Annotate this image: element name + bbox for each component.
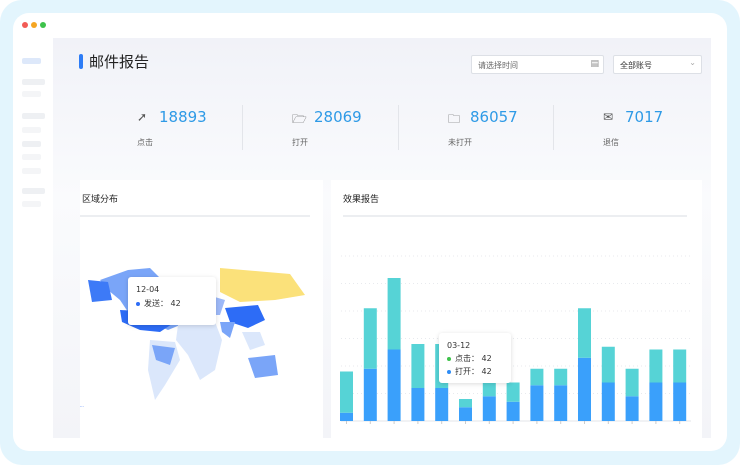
bar-clicks[interactable] [530,368,544,386]
stat-opened: 🗁 28069 打开 [292,108,447,156]
minimize-dot[interactable] [31,22,37,28]
stat-label: 未打开 [448,138,472,147]
chart-tooltip: 03-12 点击： 42 打开： 42 [439,333,511,383]
bar-clicks[interactable] [601,346,615,383]
tooltip-value: 42 [170,299,181,308]
stat-label: 点击 [137,138,153,147]
stat-value: 86057 [470,108,518,126]
stat-bounced: ✉ 7017 退信 [603,108,727,156]
series-dot [447,356,451,361]
date-picker[interactable]: 请选择时间 ▤ [471,55,604,74]
map-australia[interactable] [248,355,278,378]
sidebar-item[interactable] [22,79,45,85]
sidebar-item[interactable] [22,141,41,147]
bar-opened[interactable] [363,368,377,421]
account-select-value: 全部账号 [620,61,652,70]
bar-clicks[interactable] [649,349,663,383]
map-india[interactable] [220,322,235,338]
panel-title: 效果报告 [343,195,380,205]
stat-value: 18893 [159,108,207,126]
tooltip-value: 42 [481,354,492,363]
bar-clicks[interactable] [411,344,425,388]
stat-value: 28069 [314,108,362,126]
series-dot [447,369,451,374]
divider [343,215,687,217]
bar-clicks[interactable] [387,278,401,350]
map-brazil[interactable] [152,345,175,365]
bar-clicks[interactable] [673,349,687,383]
bar-opened[interactable] [578,357,591,421]
app-window: 邮件报告 请选择时间 ▤ 全部账号 ⌄ ➚ 18893 点击 🗁 28069 打… [13,13,727,451]
bar-opened[interactable] [625,396,639,421]
bar-opened[interactable] [530,385,544,421]
effect-bar-chart [340,255,691,424]
page-title: 邮件报告 [89,53,150,71]
stat-label: 打开 [292,138,308,147]
bar-opened[interactable] [673,382,687,422]
map-tooltip: 12-04 发送： 42 [128,277,216,325]
map-southeast-asia[interactable] [242,332,265,350]
bar-clicks[interactable] [340,371,353,413]
sidebar-item[interactable] [22,127,41,133]
bar-clicks[interactable] [554,368,568,386]
region-panel: 区域分布 ··· 12-04 发送： 42 [80,180,323,440]
calendar-icon: ▤ [590,59,599,69]
main-content: 邮件报告 请选择时间 ▤ 全部账号 ⌄ ➚ 18893 点击 🗁 28069 打… [53,38,711,440]
sidebar-item[interactable] [22,58,41,64]
bar-opened[interactable] [506,401,520,421]
bar-opened[interactable] [411,388,425,421]
sidebar-item[interactable] [22,188,45,194]
bar-opened[interactable] [435,388,449,421]
divider [80,215,310,217]
bar-opened[interactable] [482,396,496,421]
sidebar-item[interactable] [22,154,41,160]
sidebar-item[interactable] [22,113,45,119]
bar-clicks[interactable] [506,382,520,402]
close-dot[interactable] [22,22,28,28]
series-dot [136,301,140,306]
tooltip-series: 发送： [144,299,168,308]
map-scale-label: ··· [80,404,84,409]
stat-unopened: 🗀 86057 未打开 [448,108,603,156]
map-russia[interactable] [220,268,305,302]
date-placeholder: 请选择时间 [478,61,518,70]
sidebar-item[interactable] [22,168,41,174]
sidebar-item[interactable] [22,91,41,97]
tooltip-date: 03-12 [447,341,471,350]
bar-clicks[interactable] [363,308,377,369]
bar-clicks[interactable] [459,399,472,408]
map-china[interactable] [225,305,265,328]
stat-label: 退信 [603,138,619,147]
bar-clicks[interactable] [578,308,591,358]
map-alaska[interactable] [88,280,112,302]
tooltip-label: 打开： [455,367,479,376]
tooltip-value: 42 [481,367,492,376]
folder-open-icon: 🗁 [292,112,307,126]
maximize-dot[interactable] [40,22,46,28]
bar-opened[interactable] [387,349,401,422]
sidebar-item[interactable] [22,201,41,207]
tooltip-date: 12-04 [136,285,160,294]
bar-opened[interactable] [601,382,615,422]
divider [553,105,554,150]
title-accent [79,54,83,69]
panel-title: 区域分布 [82,195,119,205]
divider [242,105,243,150]
mail-bounce-icon: ✉ [603,110,614,124]
chevron-down-icon: ⌄ [689,58,696,67]
bar-opened[interactable] [649,382,663,422]
divider [398,105,399,150]
effect-panel: 效果报告 03-12 点击： 42 打开： 42 [331,180,702,440]
stat-clicks: ➚ 18893 点击 [137,108,292,156]
cursor-click-icon: ➚ [137,110,148,124]
bar-clicks[interactable] [625,368,639,397]
bar-opened[interactable] [459,407,472,421]
bar-opened[interactable] [554,385,568,421]
map-africa[interactable] [176,322,222,380]
bar-opened[interactable] [340,412,353,421]
folder-icon: 🗀 [448,112,461,126]
stat-value: 7017 [625,108,664,126]
tooltip-label: 点击： [455,354,479,363]
account-select[interactable]: 全部账号 ⌄ [613,55,702,74]
